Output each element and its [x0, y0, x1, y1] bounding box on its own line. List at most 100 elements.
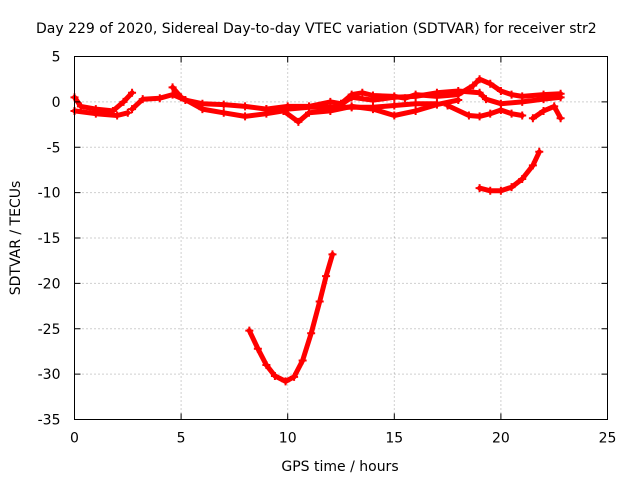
data-point	[262, 361, 271, 370]
y-axis-title: SDTVAR / TECUs	[8, 181, 24, 296]
data-point	[337, 100, 345, 109]
data-point	[411, 99, 420, 108]
x-tick-label: 5	[177, 431, 186, 447]
data-point	[368, 96, 377, 105]
data-point	[283, 102, 292, 111]
data-point	[507, 183, 516, 192]
data-point	[241, 112, 250, 121]
data-point	[411, 92, 420, 101]
data-point	[486, 109, 495, 118]
data-point	[281, 377, 290, 386]
data-point	[76, 102, 85, 111]
y-tick-label: 5	[52, 50, 61, 66]
data-point	[270, 371, 279, 380]
data-point	[262, 105, 271, 114]
y-tick-label: -20	[38, 276, 61, 292]
data-point	[475, 88, 484, 97]
series-line	[72, 108, 131, 118]
data-point	[315, 297, 324, 306]
series-track-h	[528, 102, 565, 123]
data-point	[358, 88, 367, 97]
data-point	[347, 102, 356, 111]
data-point	[328, 250, 337, 259]
data-point	[507, 90, 516, 99]
data-point	[128, 88, 137, 97]
series-track-j	[245, 250, 337, 386]
x-tick-label: 0	[70, 431, 79, 447]
series-track-a	[70, 88, 137, 115]
data-point	[475, 75, 484, 84]
data-point	[91, 109, 100, 118]
y-tick-label: -10	[38, 186, 61, 202]
data-point	[528, 114, 537, 123]
data-point	[496, 186, 505, 195]
data-point	[432, 88, 441, 97]
x-tick-label: 15	[385, 431, 403, 447]
data-point	[113, 111, 122, 120]
data-point	[241, 102, 250, 111]
data-point	[550, 102, 559, 111]
data-point	[138, 95, 147, 104]
data-point	[390, 93, 399, 102]
series-line	[170, 84, 461, 125]
data-point	[486, 186, 495, 195]
data-point	[556, 93, 565, 102]
x-axis-title: GPS time / hours	[281, 459, 398, 475]
data-point	[539, 106, 548, 115]
data-point	[481, 95, 490, 104]
data-point	[443, 101, 452, 110]
data-point	[245, 326, 254, 335]
data-point	[507, 109, 516, 118]
y-tick-label: -35	[38, 413, 61, 429]
axis-ticks: 0 5 10 15 20 25 5 0 -5 -10 -15 -20 -25 -30 -35	[38, 50, 617, 447]
data-point	[326, 106, 335, 115]
data-point	[556, 114, 565, 123]
y-tick-label: 0	[52, 95, 61, 111]
data-point	[128, 105, 137, 114]
data-series	[70, 75, 565, 386]
data-point	[219, 108, 228, 117]
data-point	[294, 117, 303, 126]
data-point	[432, 100, 441, 109]
y-tick-label: -30	[38, 367, 61, 383]
data-point	[528, 161, 537, 170]
data-point	[486, 79, 495, 88]
data-point	[290, 372, 299, 381]
series-line	[246, 251, 335, 384]
x-tick-label: 10	[279, 431, 297, 447]
data-point	[177, 93, 186, 102]
data-point	[219, 100, 228, 109]
data-point	[298, 356, 307, 365]
data-point	[347, 93, 356, 102]
x-tick-label: 20	[492, 431, 510, 447]
data-point	[518, 175, 527, 184]
data-point	[411, 106, 420, 115]
data-point	[119, 97, 128, 106]
data-point	[535, 147, 544, 156]
data-point	[518, 111, 527, 120]
data-point	[469, 81, 478, 90]
data-point	[454, 86, 463, 95]
data-point	[390, 101, 399, 110]
y-tick-label: -5	[47, 140, 61, 156]
y-tick-label: -15	[38, 231, 61, 247]
data-point	[322, 272, 331, 281]
data-point	[253, 344, 262, 353]
data-point	[368, 105, 377, 114]
data-point	[155, 94, 164, 103]
series-line	[530, 103, 564, 121]
data-point	[496, 106, 505, 115]
data-point	[539, 95, 548, 104]
data-point	[168, 83, 177, 92]
series-line	[72, 90, 135, 114]
series-line	[477, 149, 542, 194]
y-tick-label: -25	[38, 322, 61, 338]
data-point	[475, 112, 484, 121]
series-track-i	[475, 147, 544, 195]
data-point	[390, 111, 399, 120]
chart-title: Day 229 of 2020, Sidereal Day-to-day VTE…	[36, 21, 597, 37]
data-point	[307, 329, 316, 338]
series-track-d	[168, 83, 463, 126]
x-tick-label: 25	[599, 431, 617, 447]
